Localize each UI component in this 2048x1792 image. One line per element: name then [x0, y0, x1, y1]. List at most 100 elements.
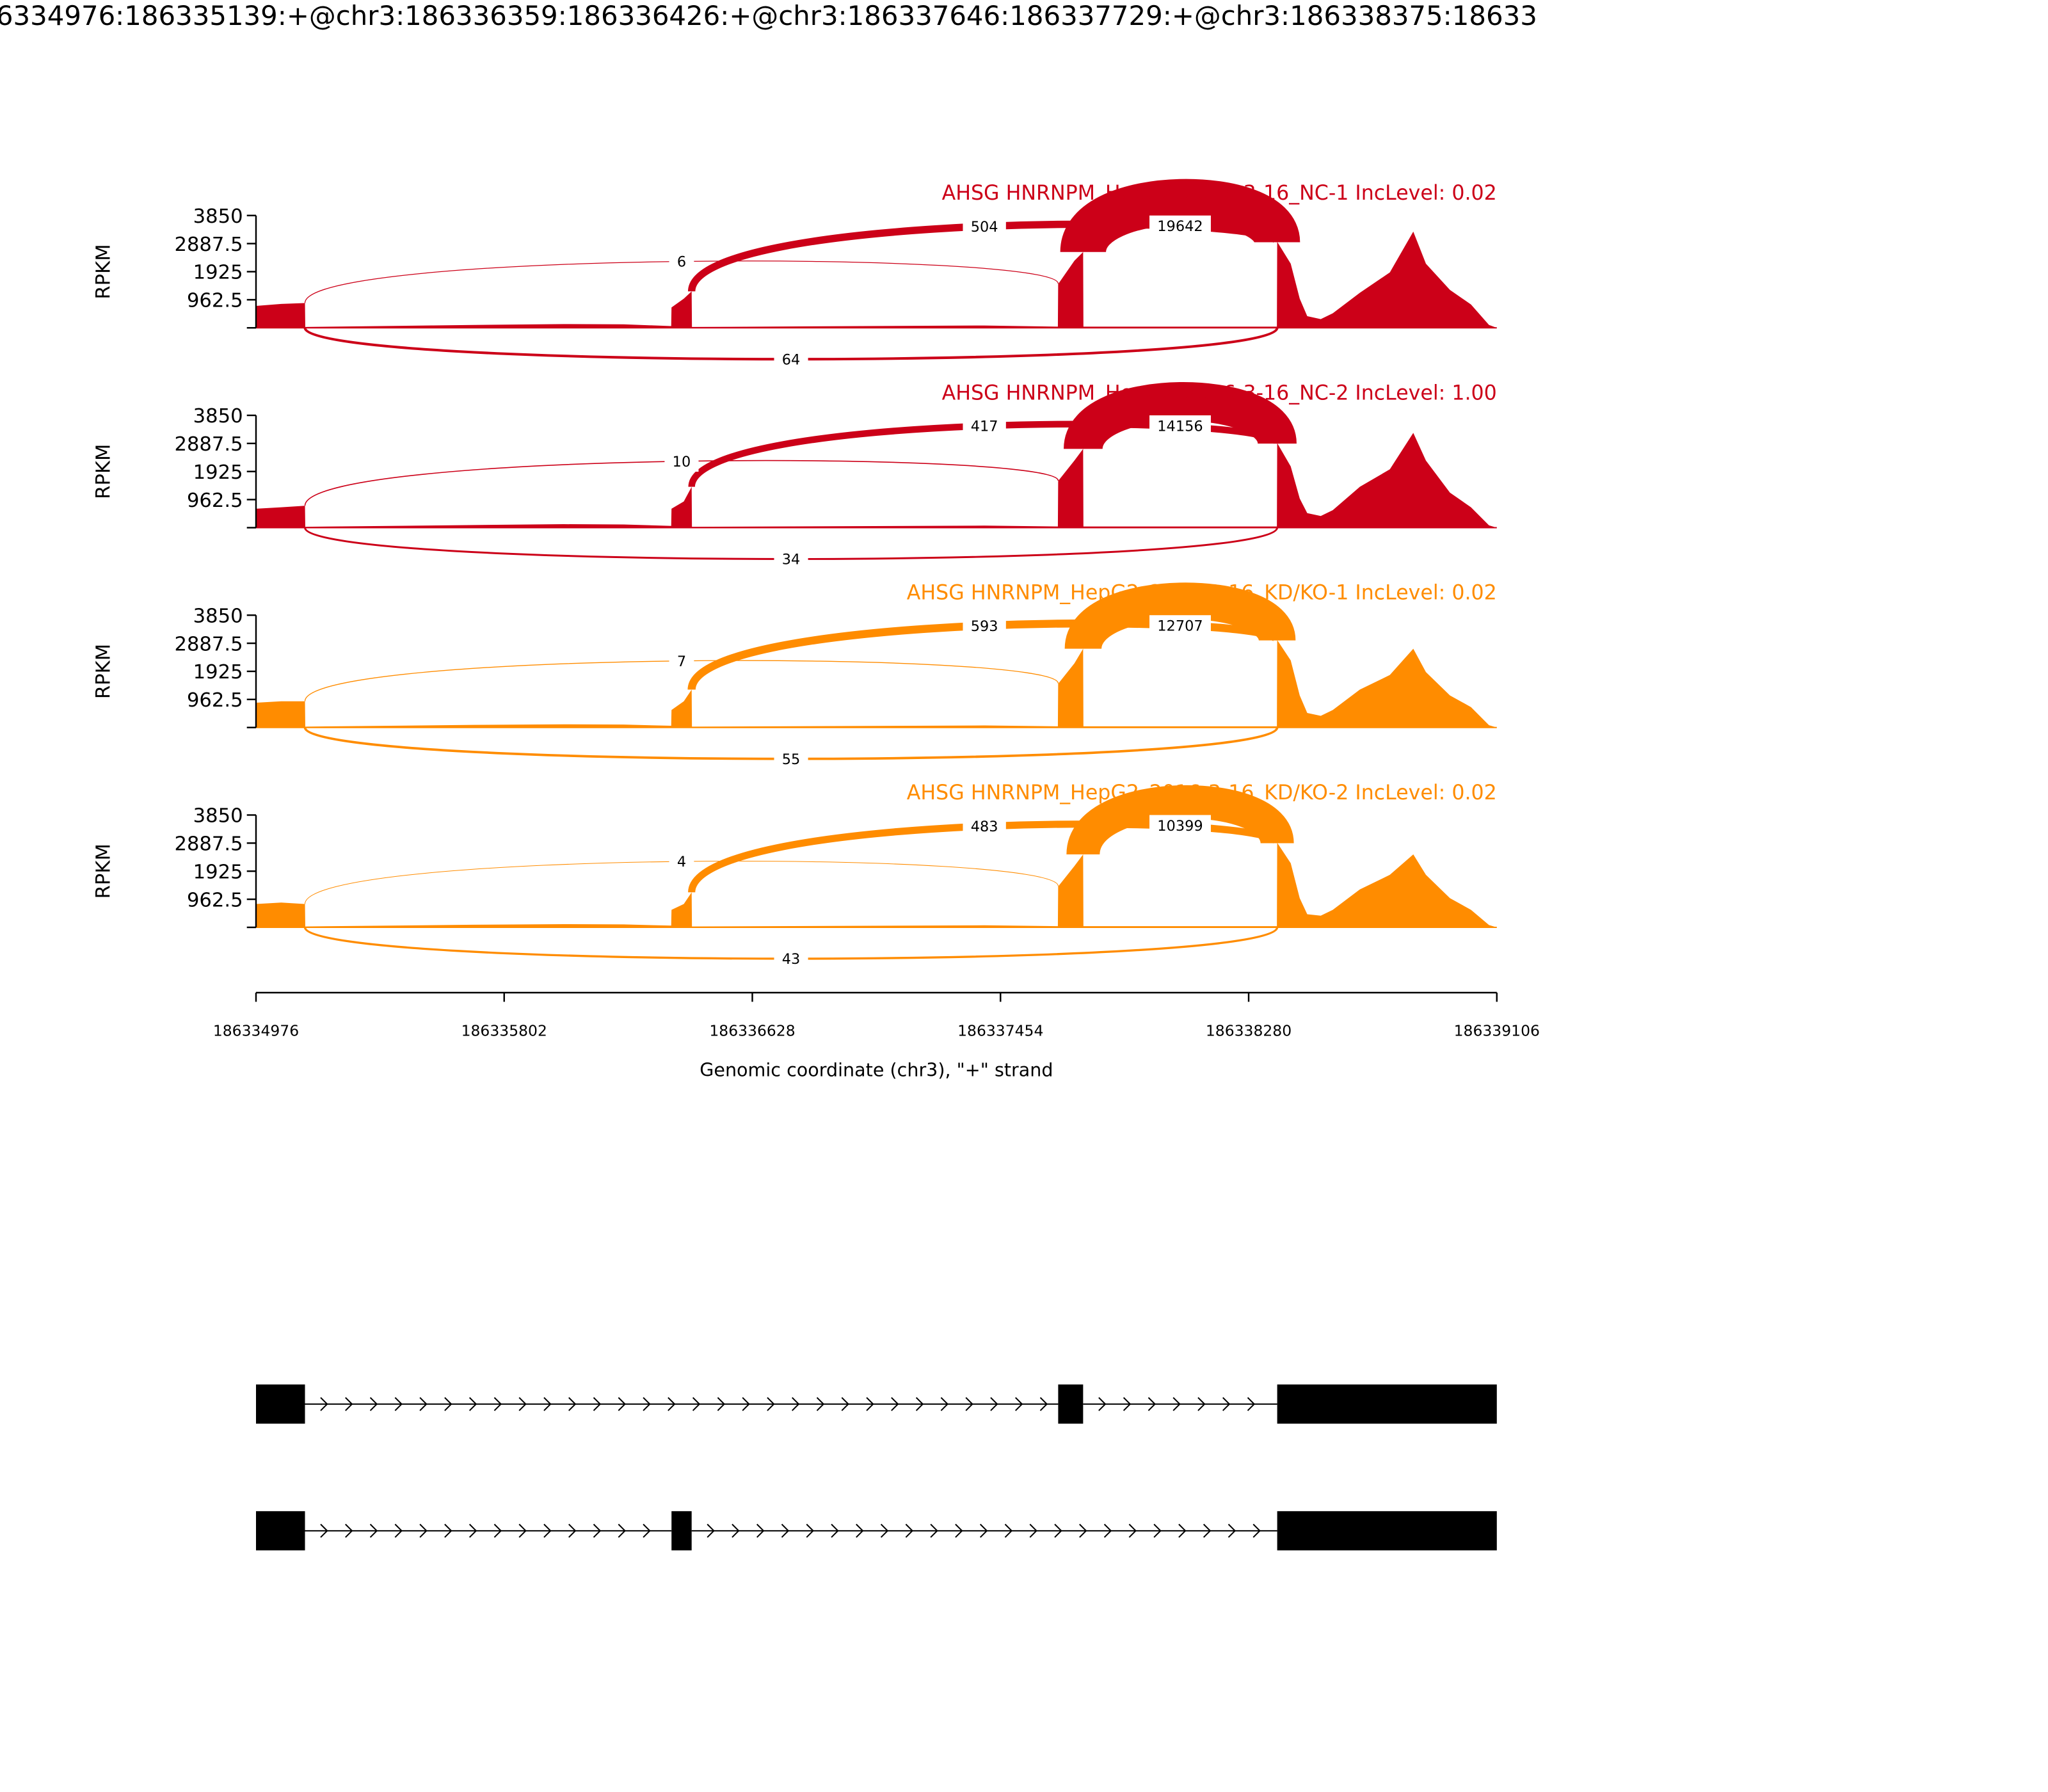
coverage-area: [256, 433, 1497, 528]
strand-arrow-icon: [543, 1523, 552, 1538]
exon-block: [671, 1511, 692, 1551]
y-tick-label: 2887.5: [174, 833, 243, 856]
exon-block: [256, 1511, 305, 1551]
junction-count-label: 10399: [1157, 818, 1203, 835]
strand-arrow-icon: [643, 1396, 651, 1411]
junction-label-bg: [963, 615, 1006, 636]
strand-arrow-icon: [1098, 1396, 1107, 1411]
strand-arrow-icon: [940, 1396, 949, 1411]
transcript: [256, 1384, 1497, 1424]
junction-count-label: 14156: [1157, 418, 1203, 435]
strand-arrow-icon: [767, 1396, 775, 1411]
y-tick-label: 3850: [193, 405, 243, 428]
y-tick-label: 1925: [193, 262, 243, 284]
strand-arrow-icon: [1029, 1523, 1037, 1538]
junction-label-bg: [963, 216, 1006, 237]
strand-arrow-icon: [816, 1396, 825, 1411]
sample-title: AHSG HNRNPM_HepG2_2016-3-16_NC-1 IncLeve…: [942, 182, 1497, 205]
junction-count-label: 417: [971, 419, 998, 435]
x-axis-label: Genomic coordinate (chr3), "+" strand: [700, 1059, 1053, 1081]
junction-arc: [1066, 785, 1294, 857]
strand-arrow-icon: [1178, 1523, 1187, 1538]
exon-block: [1277, 1511, 1497, 1551]
strand-arrow-icon: [707, 1523, 715, 1538]
junction-count-label: 7: [677, 653, 686, 670]
strand-arrow-icon: [990, 1396, 998, 1411]
strand-arrow-icon: [891, 1396, 899, 1411]
junction-count-label: 4: [677, 854, 686, 870]
strand-arrow-icon: [1228, 1523, 1236, 1538]
strand-arrow-icon: [1039, 1396, 1048, 1411]
strand-arrow-icon: [905, 1523, 914, 1538]
strand-arrow-icon: [568, 1396, 577, 1411]
strand-arrow-icon: [1054, 1523, 1062, 1538]
junction-count-label: 64: [782, 351, 801, 368]
sample-title: AHSG HNRNPM_HepG2_2016-3-16_NC-2 IncLeve…: [942, 381, 1497, 404]
strand-arrow-icon: [1004, 1523, 1013, 1538]
gene-model: [256, 1384, 1497, 1551]
junction-label-bg: [774, 948, 808, 970]
strand-arrow-icon: [468, 1396, 477, 1411]
strand-arrow-icon: [618, 1523, 626, 1538]
sample-title: AHSG HNRNPM_HepG2_2016-3-16_KD/KO-2 IncL…: [907, 781, 1497, 804]
strand-arrow-icon: [717, 1396, 726, 1411]
y-tick-label: 2887.5: [174, 633, 243, 655]
y-axis-label: RPKM: [92, 444, 115, 499]
strand-arrow-icon: [668, 1396, 676, 1411]
strand-arrow-icon: [915, 1396, 924, 1411]
junction-label-bg: [1149, 815, 1211, 836]
strand-arrow-icon: [806, 1523, 814, 1538]
junction-label-bg: [963, 415, 1006, 436]
strand-arrow-icon: [1203, 1523, 1212, 1538]
y-axis-label: RPKM: [92, 244, 115, 299]
junction-count-label: 483: [971, 819, 998, 835]
transcript: [256, 1511, 1497, 1551]
strand-arrow-icon: [792, 1396, 800, 1411]
strand-arrow-icon: [781, 1523, 790, 1538]
strand-arrow-icon: [394, 1396, 403, 1411]
strand-arrow-icon: [742, 1396, 750, 1411]
coverage-area: [256, 231, 1497, 328]
track-panel: 4 483 10399 43 962.5 1925 2887.5 3850 RPKM AHSG H…: [92, 781, 1497, 970]
track-panel: 10 417 14156 34 962.5 1925 2887.5 3850 RPKM AHSG …: [92, 381, 1497, 570]
x-axis: 186334976 186335802 186336628 186337454 1863…: [213, 991, 1540, 1039]
junction-label-bg: [1149, 215, 1211, 237]
track-panel: 6 504 19642 64 962.5 1925 2887.5 3850 RPKM AHSG H…: [92, 179, 1497, 370]
strand-arrow-icon: [1148, 1396, 1156, 1411]
strand-arrow-icon: [643, 1523, 651, 1538]
strand-arrow-icon: [965, 1396, 973, 1411]
strand-arrow-icon: [1247, 1396, 1256, 1411]
junction-label-bg: [774, 348, 808, 370]
strand-arrow-icon: [345, 1396, 353, 1411]
junction-label-bg: [664, 451, 699, 472]
strand-arrow-icon: [930, 1523, 938, 1538]
junction-count-label: 593: [971, 618, 998, 635]
strand-arrow-icon: [444, 1396, 452, 1411]
junction-label-bg: [963, 815, 1006, 837]
y-tick-label: 962.5: [187, 689, 243, 712]
strand-arrow-icon: [1222, 1396, 1231, 1411]
strand-arrow-icon: [1197, 1396, 1206, 1411]
junction-count-label: 6: [677, 254, 686, 271]
junction-arc: [1060, 179, 1300, 255]
junction-count-label: 504: [971, 219, 998, 236]
strand-arrow-icon: [979, 1523, 988, 1538]
strand-arrow-icon: [593, 1396, 602, 1411]
x-tick-label: 186336628: [709, 1021, 795, 1039]
strand-arrow-icon: [1128, 1523, 1137, 1538]
x-tick-label: 186339106: [1454, 1021, 1540, 1039]
strand-arrow-icon: [756, 1523, 765, 1538]
strand-arrow-icon: [320, 1523, 328, 1538]
strand-arrow-icon: [419, 1523, 428, 1538]
junction-count-label: 12707: [1157, 618, 1203, 635]
junction-count-label: 34: [782, 552, 801, 568]
y-tick-label: 2887.5: [174, 234, 243, 256]
strand-arrow-icon: [1252, 1523, 1261, 1538]
strand-arrow-icon: [444, 1523, 452, 1538]
exon-block: [1058, 1384, 1084, 1424]
junction-arc: [1064, 582, 1296, 652]
strand-arrow-icon: [468, 1523, 477, 1538]
y-tick-label: 1925: [193, 661, 243, 684]
strand-arrow-icon: [841, 1396, 849, 1411]
coverage-area: [256, 639, 1497, 728]
